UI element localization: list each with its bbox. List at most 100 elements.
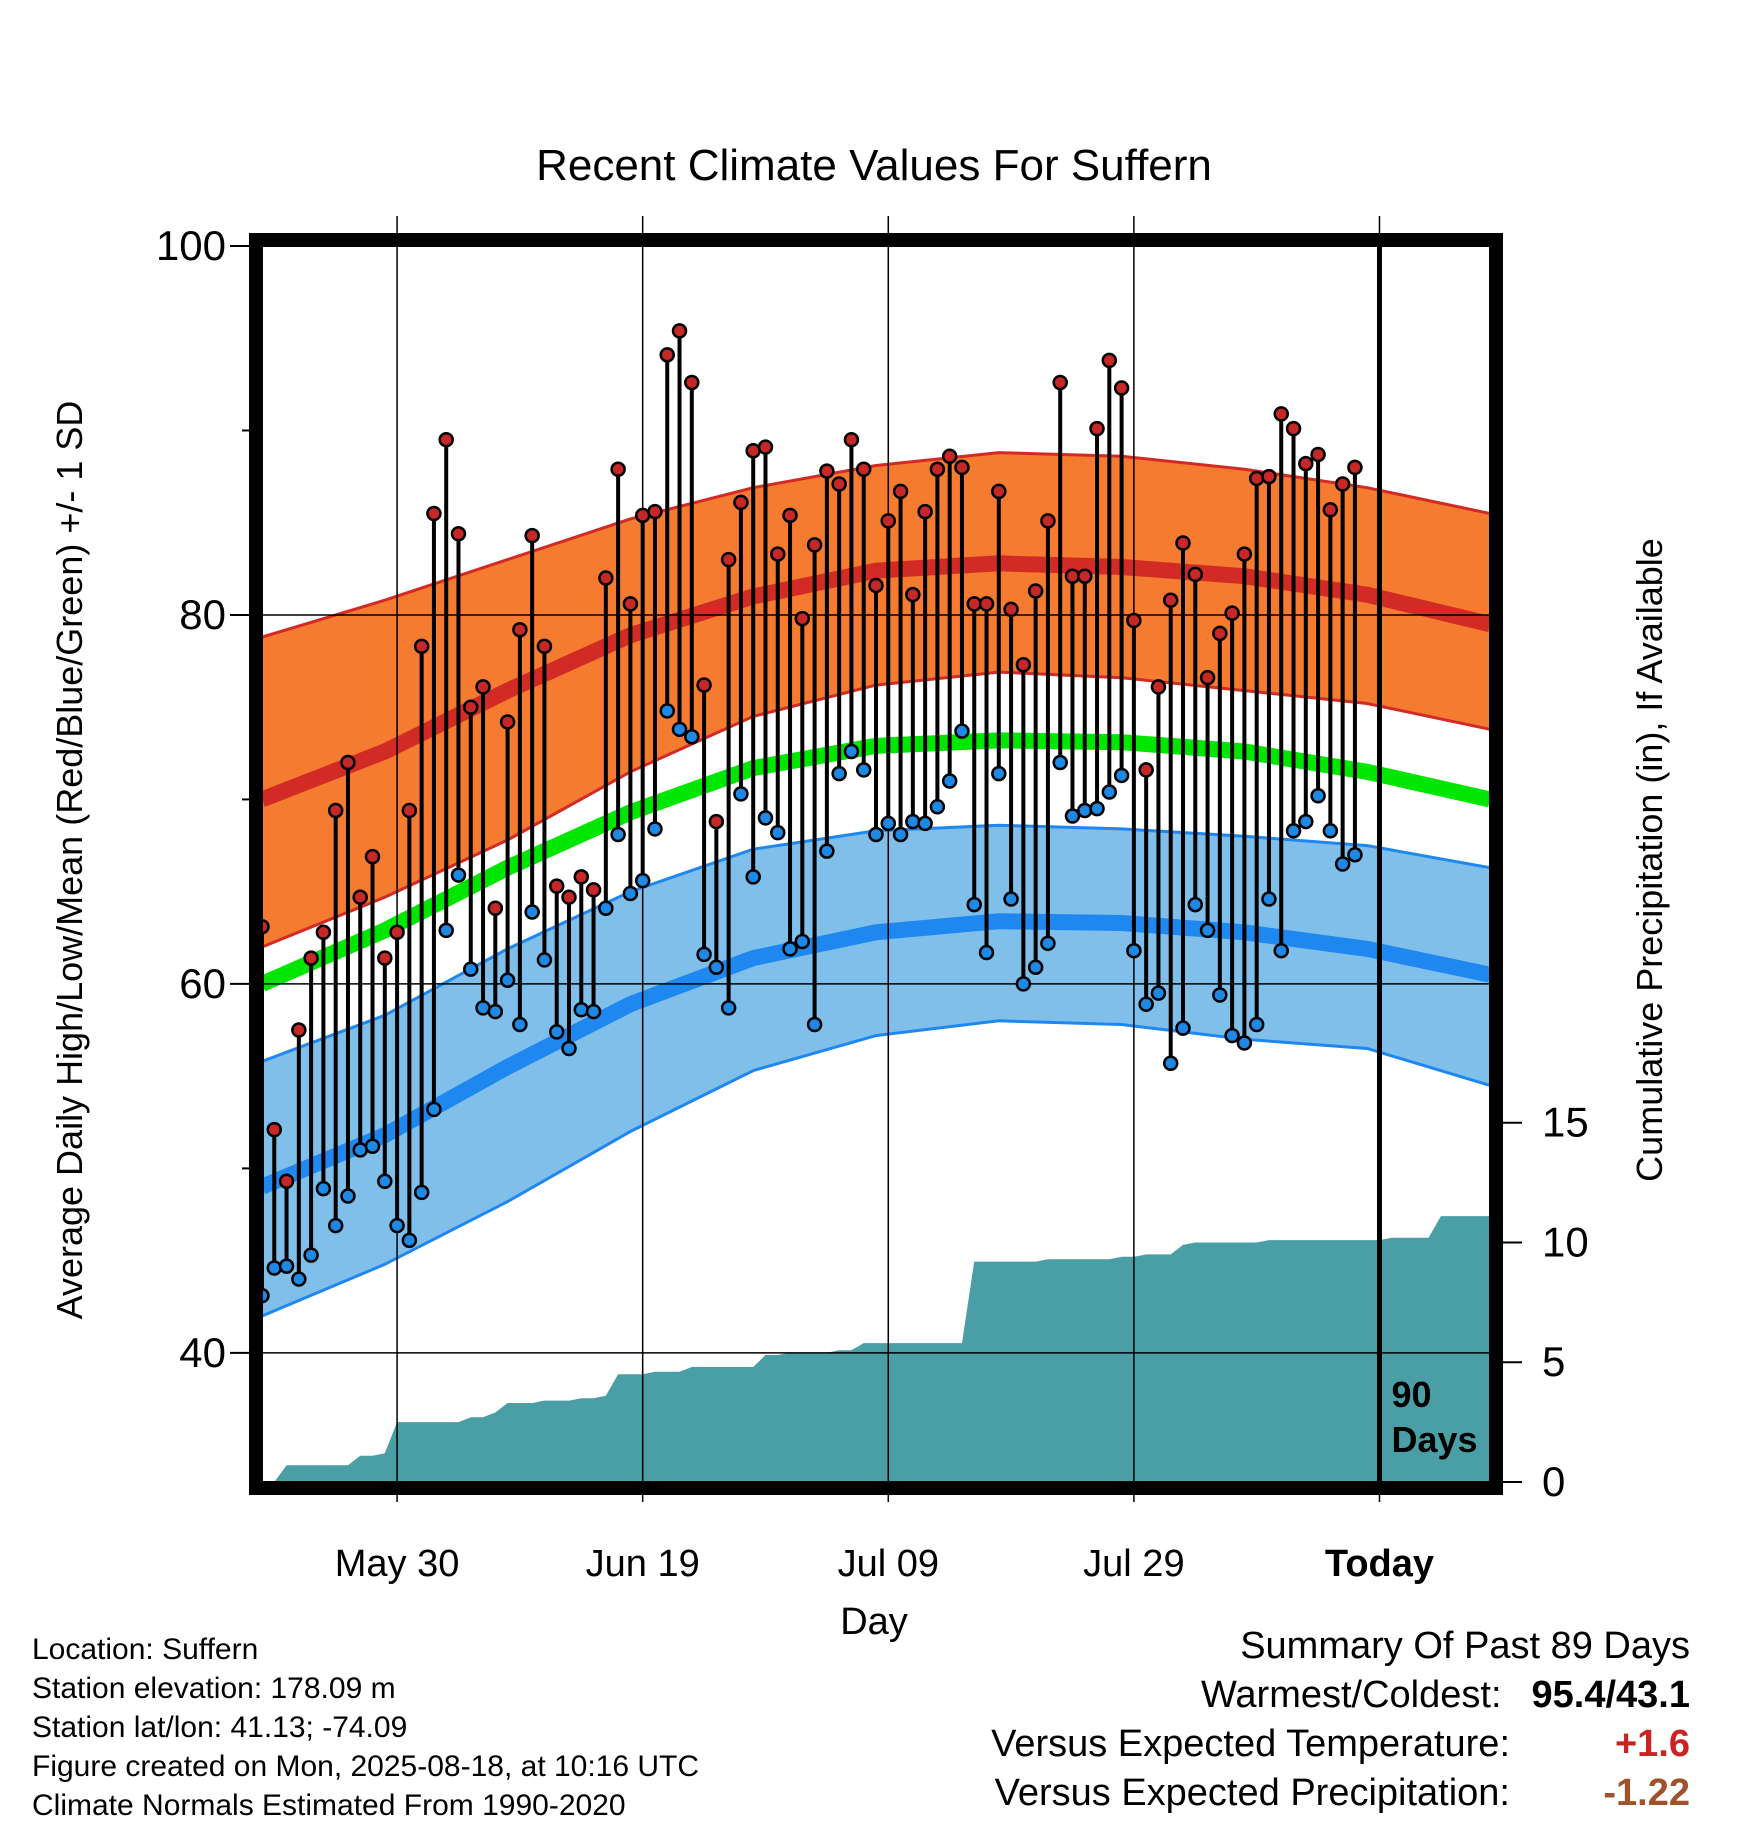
daily-low-point xyxy=(585,1003,602,1020)
daily-high-point xyxy=(352,889,368,905)
y-tick-label: 40 xyxy=(179,1329,226,1376)
daily-high-point xyxy=(536,638,553,655)
precip-value: -1.22 xyxy=(1603,1772,1690,1814)
daily-high-point xyxy=(463,699,479,715)
y2-tick-label: 0 xyxy=(1542,1458,1565,1505)
daily-low-point xyxy=(1285,823,1302,839)
precip-label: Versus Expected Precipitation: xyxy=(994,1772,1510,1814)
daily-high-point xyxy=(855,461,872,477)
daily-low-point xyxy=(487,1003,504,1020)
daily-low-point xyxy=(524,904,540,920)
daily-low-point xyxy=(327,1217,344,1234)
daily-low-point xyxy=(892,826,909,843)
created-text: Figure created on Mon, 2025-08-18, at 10… xyxy=(32,1750,700,1783)
temp-value: +1.6 xyxy=(1614,1723,1690,1765)
daily-high-point xyxy=(770,546,786,562)
daily-low-point xyxy=(831,765,847,782)
daily-high-point xyxy=(1015,657,1032,673)
daily-low-point xyxy=(782,941,798,957)
daily-low-point xyxy=(1175,1020,1191,1036)
daily-low-point xyxy=(548,1024,565,1040)
x-tick-label: Jul 09 xyxy=(838,1543,939,1585)
y-axis-label: Average Daily High/Low/Mean (Red/Blue/Gr… xyxy=(49,401,90,1320)
y-tick-label: 60 xyxy=(179,960,226,1007)
daily-low-point xyxy=(1089,800,1105,817)
daily-low-point xyxy=(463,961,479,977)
daily-high-point xyxy=(1248,470,1265,487)
daily-high-point xyxy=(1052,374,1068,391)
daily-low-point xyxy=(303,1247,319,1263)
daily-high-point xyxy=(1322,502,1339,518)
daily-low-point xyxy=(389,1217,405,1234)
daily-high-point xyxy=(1126,612,1142,629)
daily-low-point xyxy=(1236,1035,1253,1051)
daily-low-point xyxy=(978,944,995,961)
daily-low-point xyxy=(1138,996,1154,1012)
daily-low-point xyxy=(770,824,786,841)
daily-high-point xyxy=(1285,420,1302,437)
daily-low-point xyxy=(315,1180,332,1197)
daily-high-point xyxy=(843,431,860,448)
x-tick-label: Jun 19 xyxy=(586,1543,700,1585)
daily-low-point xyxy=(1224,1027,1240,1044)
daily-high-point xyxy=(291,1022,307,1038)
daily-low-point xyxy=(499,972,516,988)
daily-high-point xyxy=(671,323,688,339)
daily-low-point xyxy=(1334,856,1351,872)
daily-high-point xyxy=(1236,546,1253,562)
daily-high-point xyxy=(794,610,811,627)
daily-low-point xyxy=(671,721,688,738)
daily-low-point xyxy=(1015,976,1032,992)
daily-high-point xyxy=(978,596,995,612)
daily-high-point xyxy=(917,503,933,520)
daily-low-point xyxy=(1150,985,1167,1001)
daily-low-point xyxy=(413,1184,430,1201)
daily-high-point xyxy=(1175,535,1191,551)
daily-low-point xyxy=(610,826,626,843)
summary-precip-row: Versus Expected Precipitation: -1.22 xyxy=(991,1769,1690,1818)
daily-high-point xyxy=(1089,420,1105,437)
daily-low-point xyxy=(291,1271,307,1287)
y2-tick-label: 15 xyxy=(1542,1099,1589,1146)
daily-low-point xyxy=(364,1138,381,1155)
daily-low-point xyxy=(1199,922,1216,939)
daily-high-point xyxy=(868,577,884,594)
daily-high-point xyxy=(377,950,393,966)
daily-low-point xyxy=(278,1258,295,1274)
daily-low-point xyxy=(1261,891,1277,907)
daily-high-point xyxy=(303,950,319,966)
daily-low-point xyxy=(1126,942,1142,959)
daily-low-point xyxy=(1212,987,1228,1003)
daily-high-point xyxy=(1347,459,1363,476)
daily-low-point xyxy=(377,1173,393,1190)
daily-high-point xyxy=(806,537,823,553)
daily-low-point xyxy=(720,1000,737,1016)
daily-low-point xyxy=(1113,767,1130,784)
daily-low-point xyxy=(401,1232,418,1249)
daily-low-point xyxy=(1077,802,1093,819)
daily-low-point xyxy=(266,1260,283,1276)
daily-high-point xyxy=(696,677,712,693)
x-tick-label: Jul 29 xyxy=(1083,1543,1184,1585)
daily-high-point xyxy=(1224,605,1240,621)
daily-low-point xyxy=(941,773,958,789)
daily-low-point xyxy=(1322,823,1339,839)
daily-high-point xyxy=(659,347,675,363)
daily-high-point xyxy=(929,461,946,477)
daily-low-point xyxy=(1052,754,1068,771)
daily-low-point xyxy=(634,872,651,889)
daily-high-point xyxy=(880,513,897,529)
daily-low-point xyxy=(573,1001,590,1018)
x-tick-label: Today xyxy=(1325,1543,1434,1585)
summary-title: Summary Of Past 89 Days xyxy=(1240,1625,1690,1667)
daily-high-point xyxy=(450,526,467,542)
daily-high-point xyxy=(548,878,565,894)
chart-title: Recent Climate Values For Suffern xyxy=(536,141,1212,190)
today-days-word: Days xyxy=(1391,1419,1477,1460)
daily-low-point xyxy=(598,900,614,917)
daily-low-point xyxy=(991,765,1007,782)
daily-high-point xyxy=(278,1173,295,1190)
daily-high-point xyxy=(266,1121,283,1138)
